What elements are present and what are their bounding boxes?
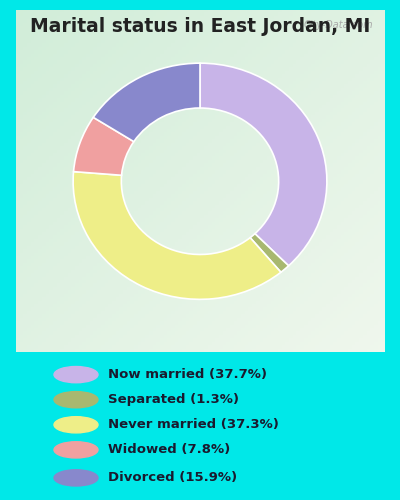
Wedge shape bbox=[74, 118, 134, 176]
Circle shape bbox=[54, 416, 98, 433]
Text: Separated (1.3%): Separated (1.3%) bbox=[108, 393, 239, 406]
Wedge shape bbox=[250, 234, 288, 272]
Wedge shape bbox=[200, 63, 327, 266]
Text: City-Data.com: City-Data.com bbox=[303, 20, 373, 30]
Circle shape bbox=[54, 442, 98, 458]
Text: Now married (37.7%): Now married (37.7%) bbox=[108, 368, 267, 381]
Circle shape bbox=[54, 392, 98, 408]
Text: Widowed (7.8%): Widowed (7.8%) bbox=[108, 444, 230, 456]
Circle shape bbox=[54, 366, 98, 382]
Wedge shape bbox=[93, 63, 200, 142]
Circle shape bbox=[54, 470, 98, 486]
Text: Never married (37.3%): Never married (37.3%) bbox=[108, 418, 279, 432]
Text: Divorced (15.9%): Divorced (15.9%) bbox=[108, 472, 237, 484]
Text: Marital status in East Jordan, MI: Marital status in East Jordan, MI bbox=[30, 18, 370, 36]
Wedge shape bbox=[73, 172, 281, 300]
